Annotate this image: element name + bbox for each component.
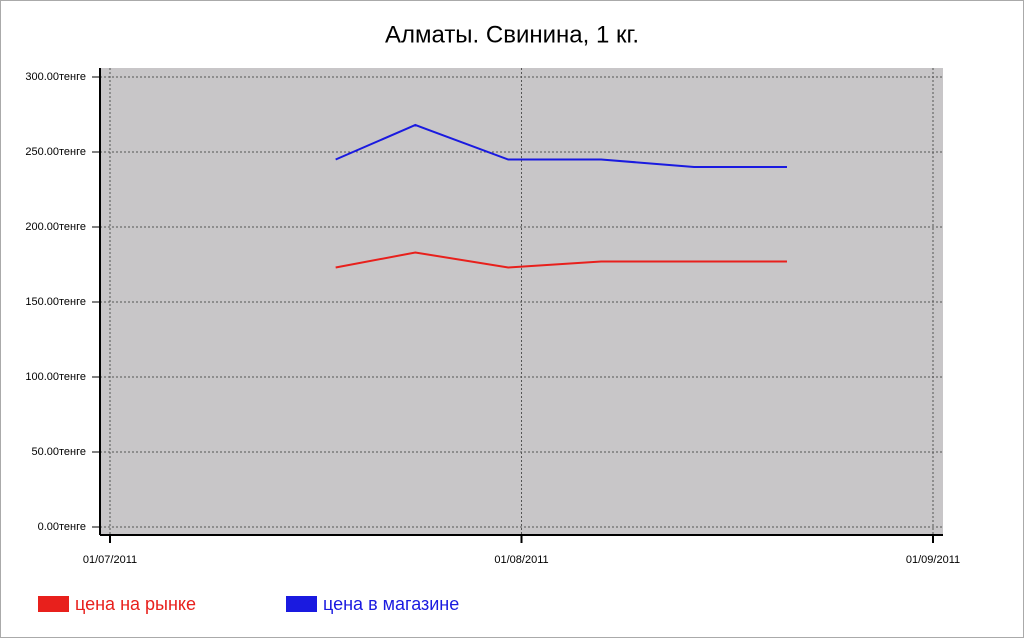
- series-line: [335, 123, 787, 168]
- x-tick-label: 01/09/2011: [906, 554, 960, 566]
- x-tick-label: 01/08/2011: [494, 554, 548, 566]
- legend-swatch: [38, 596, 69, 612]
- y-tick-label: 250.00тенге: [25, 146, 86, 158]
- chart-title: Алматы. Свинина, 1 кг.: [385, 21, 639, 48]
- series-line: [335, 251, 787, 269]
- legend-label: цена в магазине: [323, 594, 459, 614]
- y-tick-label: 150.00тенге: [25, 296, 86, 308]
- y-tick-label: 0.00тенге: [38, 521, 86, 533]
- x-tick-label: 01/07/2011: [83, 554, 137, 566]
- y-tick-label: 300.00тенге: [25, 71, 86, 83]
- legend-swatch: [286, 596, 317, 612]
- legend-label: цена на рынке: [75, 594, 196, 614]
- y-tick-label: 50.00тенге: [31, 446, 86, 458]
- y-tick-label: 200.00тенге: [25, 221, 86, 233]
- y-tick-label: 100.00тенге: [25, 371, 86, 383]
